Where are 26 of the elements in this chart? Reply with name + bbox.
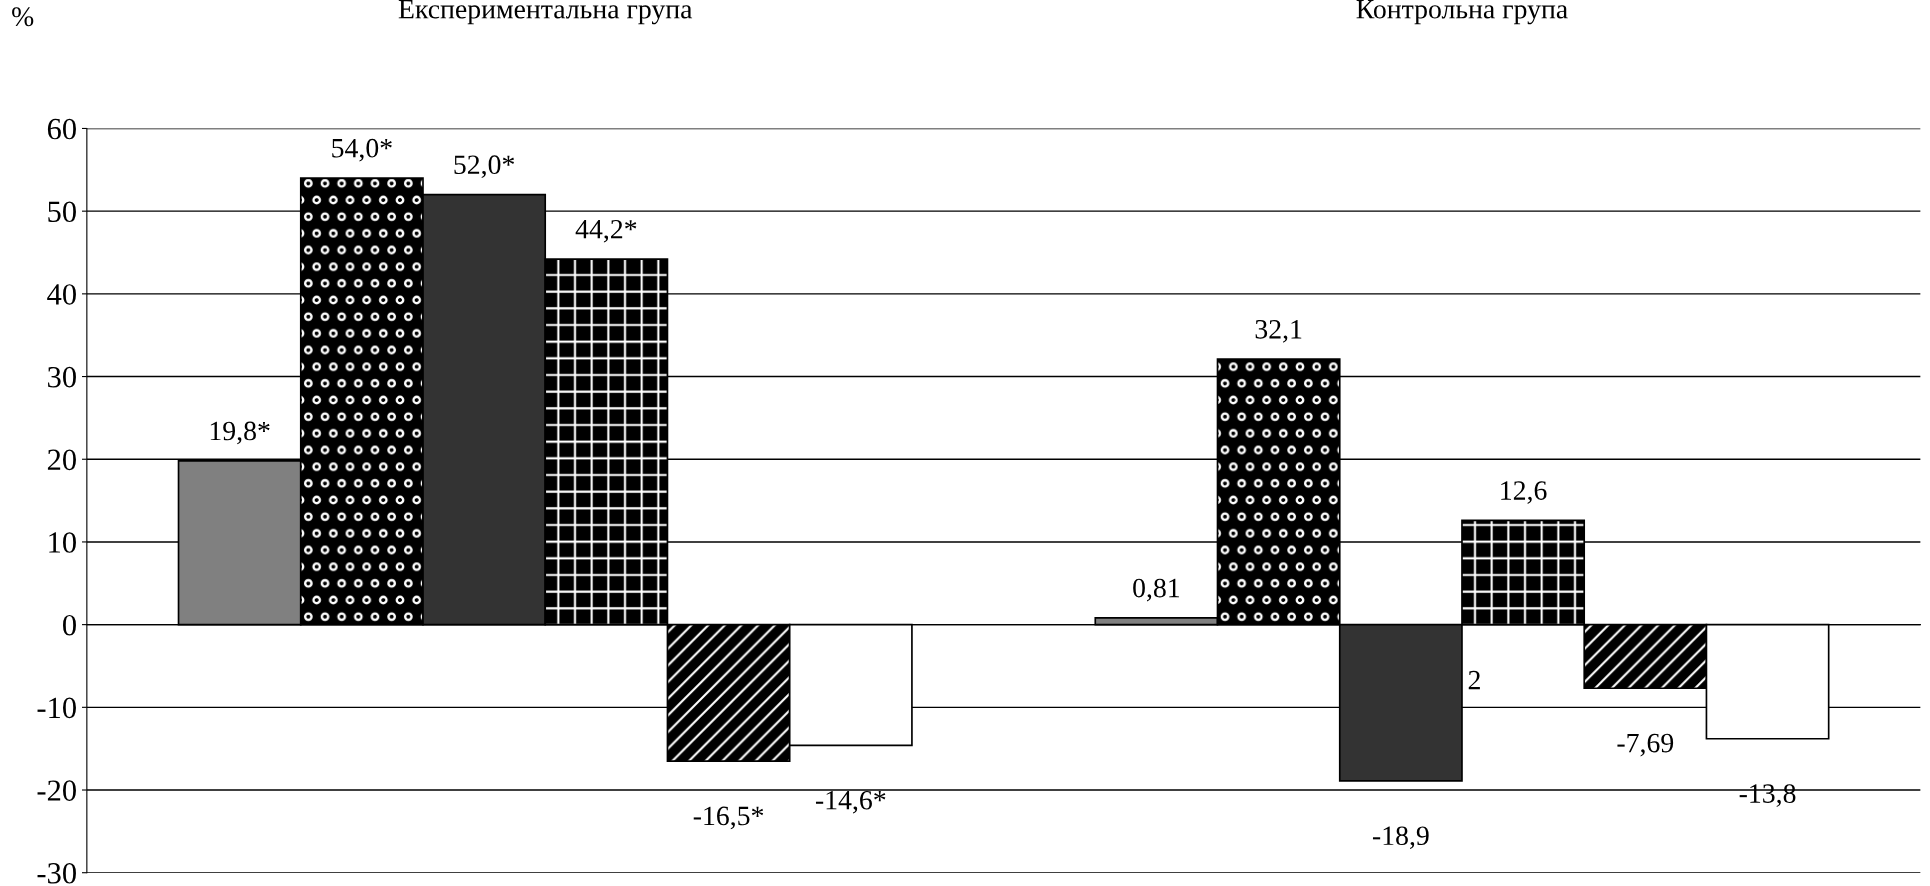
y-tick-label: 0 <box>63 614 76 636</box>
y-tick-label: 60 <box>47 118 76 140</box>
y-tick-label: 30 <box>48 366 76 388</box>
y-tick-label: -20 <box>37 780 76 801</box>
annotation: 2 <box>1468 670 1480 690</box>
y-tick-label: 40 <box>47 284 76 305</box>
data-label: 0,81 <box>1133 578 1180 602</box>
y-tick-label: -10 <box>37 697 76 719</box>
data-label: -14,6* <box>815 790 886 814</box>
data-label: -18,9 <box>1372 826 1429 850</box>
data-label: -13,8 <box>1739 784 1796 807</box>
data-label: 52,0* <box>454 155 515 179</box>
data-label: 19,8* <box>210 421 270 445</box>
data-label: -7,69 <box>1617 733 1674 757</box>
y-tick-label: -30 <box>37 862 76 884</box>
data-label: 54,0* <box>332 138 392 162</box>
data-label: 32,1 <box>1255 319 1302 343</box>
data-label: 44,2* <box>575 219 637 243</box>
data-label: 12,6 <box>1501 481 1547 504</box>
x-tick-label: Експериментальна група <box>398 0 693 25</box>
data-label: -16,5* <box>693 806 764 830</box>
y-tick-label: 10 <box>49 532 76 553</box>
x-tick-label: Контрольна група <box>1356 0 1568 25</box>
y-axis-title: % <box>12 7 34 27</box>
y-tick-label: 50 <box>48 201 76 223</box>
y-tick-label: 20 <box>47 449 76 471</box>
